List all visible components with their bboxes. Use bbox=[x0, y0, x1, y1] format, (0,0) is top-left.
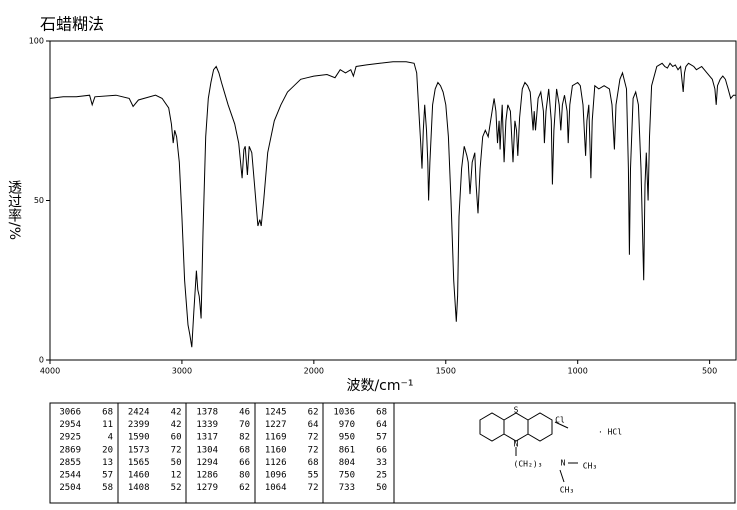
peak-wavenumber: 1279 bbox=[196, 483, 218, 493]
x-axis-label: 波数/cm⁻¹ bbox=[346, 378, 413, 394]
y-tick-label: 50 bbox=[34, 196, 44, 205]
peak-intensity: 62 bbox=[308, 408, 319, 418]
peak-intensity: 12 bbox=[171, 471, 182, 481]
peak-intensity: 13 bbox=[102, 458, 113, 468]
x-tick-label: 3000 bbox=[172, 367, 192, 376]
peak-intensity: 42 bbox=[171, 420, 182, 430]
peak-intensity: 58 bbox=[102, 483, 113, 493]
peak-wavenumber: 1294 bbox=[196, 458, 218, 468]
structure-label: CH₃ bbox=[560, 486, 574, 495]
peak-wavenumber: 1160 bbox=[265, 445, 287, 455]
peak-wavenumber: 1573 bbox=[128, 445, 150, 455]
peak-wavenumber: 2424 bbox=[128, 408, 150, 418]
peak-intensity: 50 bbox=[171, 458, 182, 468]
peak-intensity: 70 bbox=[239, 420, 250, 430]
peak-intensity: 72 bbox=[308, 483, 319, 493]
peak-wavenumber: 1096 bbox=[265, 471, 287, 481]
peak-intensity: 46 bbox=[239, 408, 250, 418]
peak-intensity: 4 bbox=[108, 433, 113, 443]
chart-title: 石蜡糊法 bbox=[40, 15, 104, 34]
peak-intensity: 62 bbox=[239, 483, 250, 493]
peak-intensity: 64 bbox=[308, 420, 319, 430]
peak-wavenumber: 2925 bbox=[59, 433, 81, 443]
peak-intensity: 66 bbox=[239, 458, 250, 468]
peak-wavenumber: 970 bbox=[339, 420, 355, 430]
peak-intensity: 72 bbox=[171, 445, 182, 455]
peak-wavenumber: 1126 bbox=[265, 458, 287, 468]
peak-intensity: 42 bbox=[171, 408, 182, 418]
peak-intensity: 60 bbox=[171, 433, 182, 443]
peak-wavenumber: 1245 bbox=[265, 408, 287, 418]
structure-label: N bbox=[514, 440, 519, 449]
peak-intensity: 52 bbox=[171, 483, 182, 493]
peak-intensity: 50 bbox=[376, 483, 387, 493]
peak-wavenumber: 804 bbox=[339, 458, 355, 468]
peak-wavenumber: 1227 bbox=[265, 420, 287, 430]
peak-wavenumber: 2544 bbox=[59, 471, 81, 481]
peak-intensity: 68 bbox=[308, 458, 319, 468]
peak-wavenumber: 1317 bbox=[196, 433, 218, 443]
plot-frame bbox=[49, 40, 737, 361]
peak-intensity: 68 bbox=[376, 408, 387, 418]
peak-wavenumber: 950 bbox=[339, 433, 355, 443]
spectrum-line bbox=[49, 61, 736, 348]
structure-label: CH₃ bbox=[583, 462, 597, 471]
peak-wavenumber: 1590 bbox=[128, 433, 150, 443]
structure-label: Cl bbox=[555, 416, 565, 425]
peak-wavenumber: 3066 bbox=[59, 408, 81, 418]
peak-intensity: 82 bbox=[239, 433, 250, 443]
peak-intensity: 66 bbox=[376, 445, 387, 455]
peak-wavenumber: 1378 bbox=[196, 408, 218, 418]
table-frame bbox=[49, 402, 736, 504]
peak-wavenumber: 2869 bbox=[59, 445, 81, 455]
peak-wavenumber: 1408 bbox=[128, 483, 150, 493]
peak-intensity: 55 bbox=[308, 471, 319, 481]
x-tick-label: 2000 bbox=[304, 367, 324, 376]
peak-intensity: 80 bbox=[239, 471, 250, 481]
peak-intensity: 57 bbox=[102, 471, 113, 481]
x-tick-label: 4000 bbox=[40, 367, 60, 376]
peak-wavenumber: 1036 bbox=[333, 408, 355, 418]
peak-intensity: 20 bbox=[102, 445, 113, 455]
structure-label: (CH₂)₃ bbox=[514, 460, 543, 469]
structure-label: · HCl bbox=[598, 428, 622, 437]
peak-wavenumber: 1064 bbox=[265, 483, 287, 493]
peak-wavenumber: 2855 bbox=[59, 458, 81, 468]
peak-wavenumber: 733 bbox=[339, 483, 355, 493]
peak-wavenumber: 2954 bbox=[59, 420, 81, 430]
peak-wavenumber: 1565 bbox=[128, 458, 150, 468]
peak-wavenumber: 1304 bbox=[196, 445, 218, 455]
peak-wavenumber: 1169 bbox=[265, 433, 287, 443]
peak-intensity: 68 bbox=[239, 445, 250, 455]
peak-wavenumber: 2399 bbox=[128, 420, 150, 430]
peak-intensity: 68 bbox=[102, 408, 113, 418]
x-tick-label: 1000 bbox=[568, 367, 588, 376]
peak-intensity: 64 bbox=[376, 420, 387, 430]
peak-intensity: 33 bbox=[376, 458, 387, 468]
structure-label: N bbox=[561, 459, 566, 468]
peak-wavenumber: 861 bbox=[339, 445, 355, 455]
y-axis-label: 透过率/% bbox=[6, 180, 22, 240]
peak-intensity: 57 bbox=[376, 433, 387, 443]
peak-intensity: 25 bbox=[376, 471, 387, 481]
peak-intensity: 72 bbox=[308, 433, 319, 443]
structure-drawing bbox=[479, 412, 578, 483]
peak-intensity: 72 bbox=[308, 445, 319, 455]
y-tick-label: 100 bbox=[29, 37, 44, 46]
y-tick-label: 0 bbox=[39, 356, 44, 365]
peak-wavenumber: 1339 bbox=[196, 420, 218, 430]
peak-wavenumber: 750 bbox=[339, 471, 355, 481]
peak-wavenumber: 1460 bbox=[128, 471, 150, 481]
x-tick-label: 500 bbox=[702, 367, 717, 376]
x-tick-label: 1500 bbox=[436, 367, 456, 376]
peak-wavenumber: 2504 bbox=[59, 483, 81, 493]
peak-intensity: 11 bbox=[102, 420, 113, 430]
structure-label: S bbox=[514, 406, 519, 415]
peak-wavenumber: 1286 bbox=[196, 471, 218, 481]
